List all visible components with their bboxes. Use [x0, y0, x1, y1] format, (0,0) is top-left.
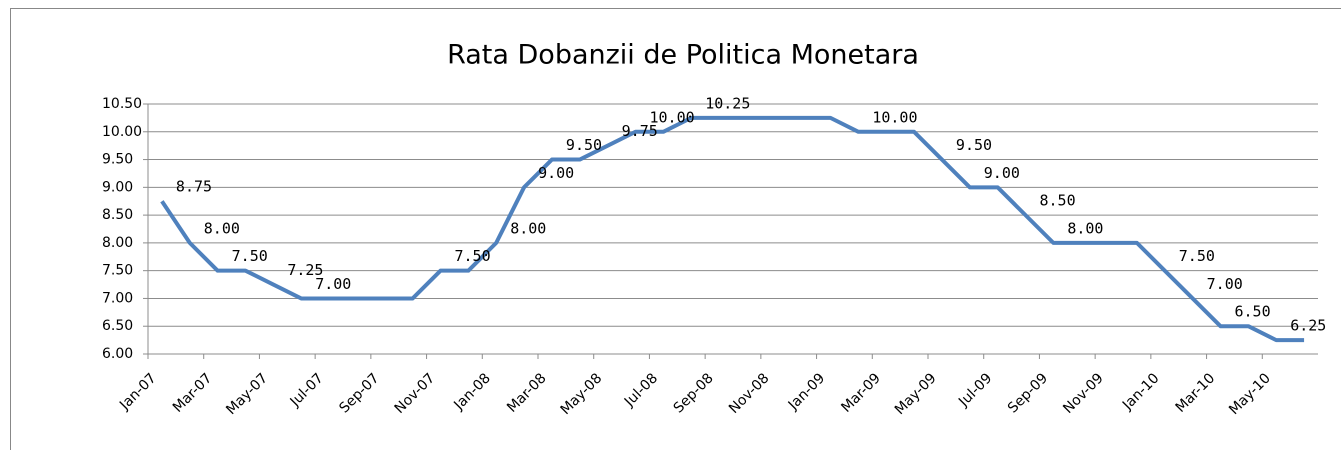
- chart-title: Rata Dobanzii de Politica Monetara: [447, 40, 919, 71]
- y-tick-label: 7.50: [102, 263, 133, 279]
- data-label: 7.00: [315, 275, 351, 293]
- y-tick-label: 8.00: [102, 235, 133, 251]
- data-label: 8.00: [204, 219, 240, 237]
- chart-border: [10, 8, 1341, 450]
- data-label: 8.50: [1040, 192, 1076, 210]
- data-label: 8.00: [510, 219, 546, 237]
- data-label: 7.50: [455, 247, 491, 265]
- data-label: 7.50: [232, 247, 268, 265]
- data-label: 8.00: [1067, 219, 1103, 237]
- data-label: 6.25: [1290, 317, 1326, 335]
- y-tick-label: 9.00: [102, 179, 133, 195]
- data-label: 10.00: [650, 108, 695, 126]
- y-tick-label: 7.00: [102, 290, 133, 306]
- y-tick-label: 8.50: [102, 207, 133, 223]
- data-label: 8.75: [176, 178, 212, 196]
- y-tick-label: 6.00: [102, 346, 133, 362]
- data-label: 9.75: [622, 122, 658, 140]
- data-label: 7.00: [1207, 275, 1243, 293]
- y-tick-label: 10.50: [102, 96, 142, 112]
- data-label: 9.50: [956, 136, 992, 154]
- data-label: 10.00: [872, 108, 917, 126]
- y-tick-label: 10.00: [102, 124, 142, 140]
- data-label: 7.25: [287, 261, 323, 279]
- line-series: [160, 115, 1305, 343]
- data-label: 9.00: [984, 164, 1020, 182]
- data-label: 9.50: [566, 136, 602, 154]
- y-tick-label: 6.50: [102, 318, 133, 334]
- y-tick-label: 9.50: [102, 152, 133, 168]
- data-label: 7.50: [1179, 247, 1215, 265]
- data-label: 10.25: [705, 94, 750, 112]
- data-label: 6.50: [1235, 303, 1271, 321]
- data-label: 9.00: [538, 164, 574, 182]
